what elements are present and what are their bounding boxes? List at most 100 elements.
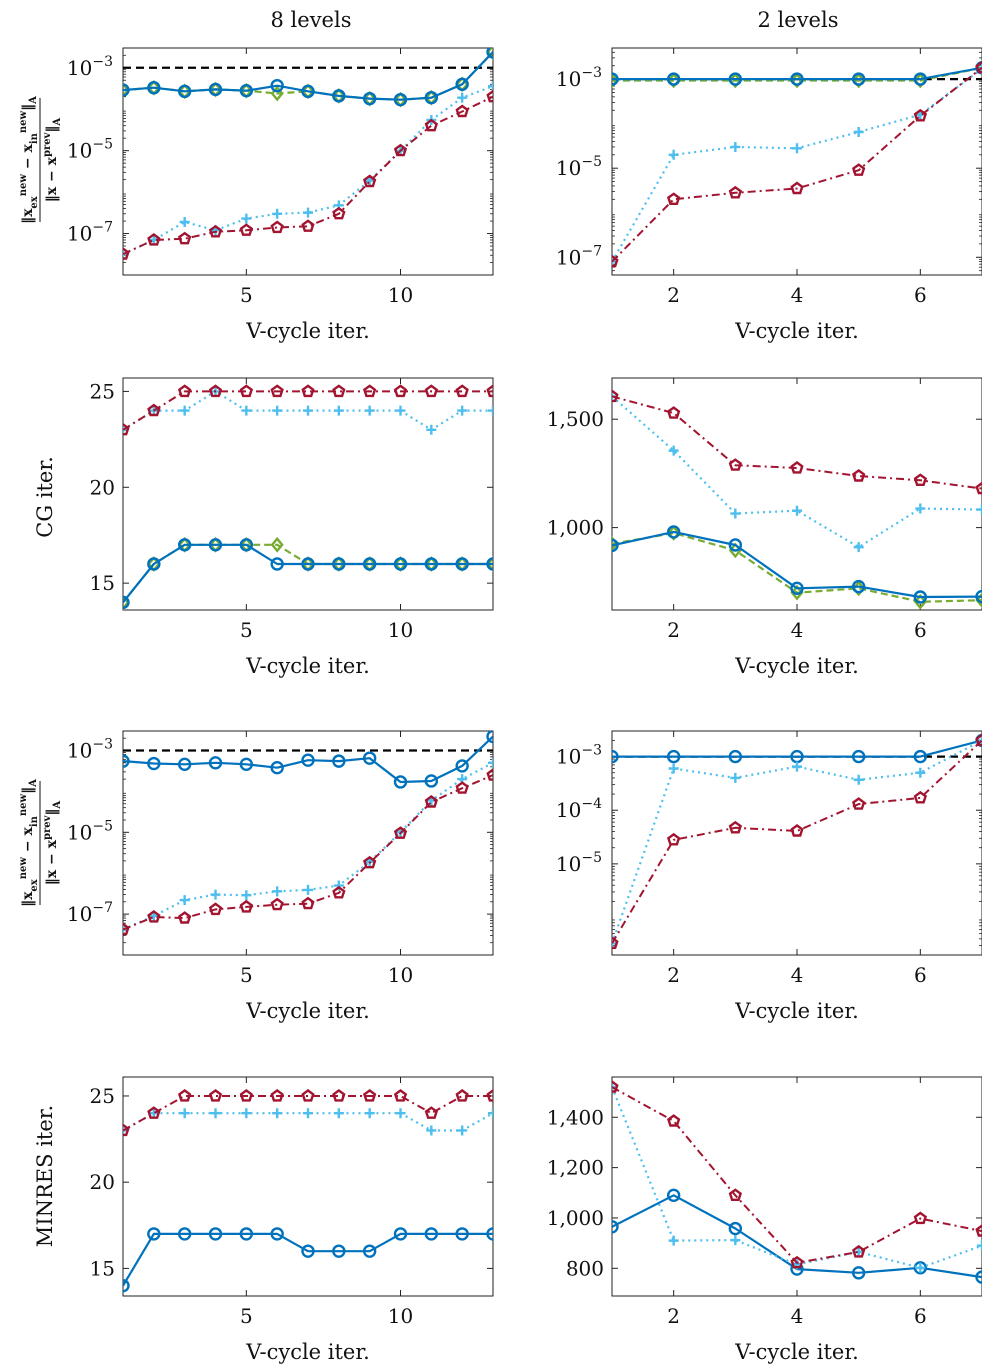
- data-point: [123, 82, 130, 98]
- data-point: [332, 1089, 346, 1102]
- x-tick-label: 5: [240, 618, 253, 642]
- data-point: [486, 557, 493, 571]
- data-point: [915, 503, 926, 514]
- x-axis-label: V-cycle iter.: [245, 1340, 370, 1364]
- column-title-2-levels: 2 levels: [758, 8, 839, 32]
- plot-frame: [122, 730, 494, 956]
- series-line: [123, 1232, 493, 1287]
- y-tick-label: 10−3: [67, 737, 113, 763]
- data-point: [424, 795, 439, 808]
- y-tick-label: 20: [90, 1170, 115, 1194]
- data-point: [393, 826, 408, 839]
- x-axis-label: V-cycle iter.: [245, 319, 370, 343]
- data-point: [455, 1089, 469, 1102]
- data-point: [975, 60, 982, 74]
- chart-panel: 2 4 6 10−3 10−5 10−7 V-cycle iter.: [556, 47, 982, 343]
- data-layer: [612, 389, 982, 610]
- data-point: [239, 1089, 254, 1102]
- plot-frame: [122, 47, 494, 276]
- y-tick-label: 10−4: [556, 796, 602, 822]
- data-point: [455, 1227, 469, 1241]
- data-point: [333, 1108, 344, 1119]
- data-point: [424, 774, 439, 788]
- data-point: [913, 790, 928, 804]
- chart-panel: 2 4 6 1,000 1,500 V-cycle iter.: [547, 377, 982, 678]
- data-point: [851, 797, 866, 810]
- data-point: [177, 231, 192, 245]
- data-point: [790, 72, 804, 86]
- data-point: [332, 89, 346, 103]
- data-point: [728, 72, 743, 86]
- x-tick-label: 10: [388, 618, 413, 642]
- data-point: [123, 422, 130, 436]
- data-point: [362, 1244, 377, 1258]
- data-point: [239, 83, 254, 98]
- data-point: [728, 458, 743, 471]
- data-layer: [123, 384, 493, 610]
- data-point: [728, 185, 743, 199]
- data-point: [790, 461, 804, 474]
- data-point: [270, 220, 284, 234]
- plot-frame: [122, 377, 494, 611]
- data-point: [147, 1106, 161, 1119]
- data-point: [486, 89, 493, 103]
- y-tick-label: 1,000: [547, 516, 604, 540]
- data-point: [395, 405, 406, 416]
- series-line: [123, 543, 493, 603]
- series-line: [612, 530, 982, 599]
- data-point: [147, 1227, 161, 1241]
- data-point: [913, 1261, 928, 1275]
- x-tick-label: 2: [667, 283, 680, 307]
- data-point: [913, 473, 928, 486]
- x-tick-label: 6: [914, 618, 927, 642]
- data-point: [123, 247, 130, 260]
- data-point: [272, 405, 283, 416]
- data-point: [612, 938, 617, 949]
- x-tick-label: 10: [388, 963, 413, 987]
- y-tick-label: 15: [90, 571, 115, 595]
- x-axis-label: V-cycle iter.: [734, 1340, 859, 1364]
- data-point: [239, 223, 254, 236]
- data-point: [270, 897, 284, 911]
- data-point: [851, 469, 866, 482]
- row-ylabel-error-2: ‖xexnew − xinnew‖A ‖x − xprev‖A: [18, 779, 63, 907]
- data-point: [668, 445, 679, 456]
- y-tick-label: 10−5: [67, 137, 113, 163]
- data-point: [488, 757, 493, 768]
- x-tick-label: 6: [914, 963, 927, 987]
- x-tick-label: 5: [240, 1304, 253, 1328]
- x-tick-label: 4: [791, 1304, 804, 1328]
- row-ylabel-error-1: ‖xexnew − xinnew‖A ‖x − xprev‖A: [18, 96, 63, 224]
- data-point: [488, 81, 493, 92]
- data-layer: [612, 59, 982, 268]
- data-point: [792, 761, 802, 772]
- data-point: [301, 1244, 315, 1258]
- data-point: [975, 589, 982, 604]
- data-point: [177, 1089, 192, 1102]
- data-point: [272, 208, 283, 219]
- data-point: [666, 72, 681, 86]
- data-point: [123, 754, 130, 768]
- data-point: [851, 1244, 866, 1258]
- data-point: [668, 149, 679, 160]
- data-point: [147, 403, 161, 417]
- x-tick-label: 2: [667, 618, 680, 642]
- data-point: [208, 538, 223, 552]
- series-line: [123, 390, 493, 431]
- data-point: [147, 81, 161, 95]
- chart-panel: 2 4 6 10−3 10−4 10−5 V-cycle iter.: [556, 730, 982, 1023]
- data-point: [790, 181, 804, 195]
- data-point: [728, 820, 743, 834]
- data-point: [147, 233, 161, 246]
- data-point: [208, 82, 223, 97]
- data-point: [393, 143, 408, 157]
- data-point: [913, 749, 928, 764]
- data-point: [666, 1114, 681, 1127]
- data-point: [851, 1266, 866, 1280]
- data-point: [301, 219, 315, 232]
- data-layer: [123, 1089, 493, 1293]
- data-point: [792, 505, 802, 516]
- x-axis-label: V-cycle iter.: [245, 654, 370, 678]
- data-point: [362, 557, 377, 571]
- data-point: [666, 1188, 681, 1203]
